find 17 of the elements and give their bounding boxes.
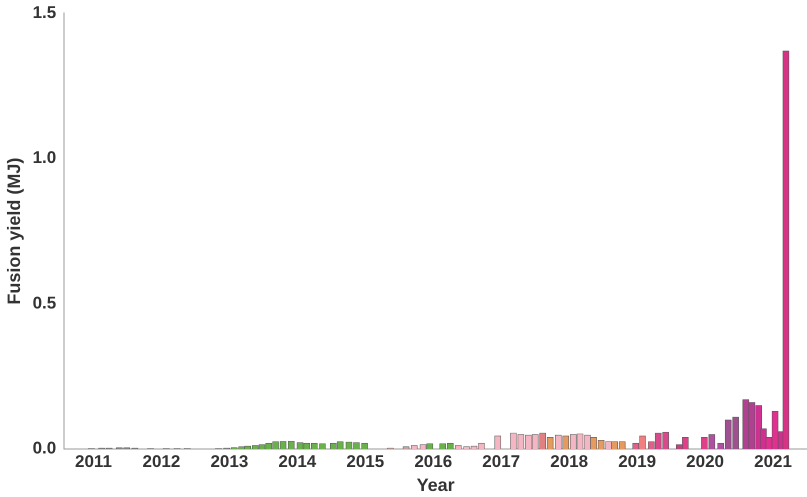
y-tick-label: 1.0 [32,148,56,168]
x-tick-label: 2019 [618,452,656,471]
y-axis-title: Fusion yield (MJ) [4,158,24,305]
x-tick-label: 2012 [142,452,180,471]
x-tick-label: 2020 [686,452,724,471]
y-tick-label: 1.5 [32,2,56,22]
x-tick-label: 2011 [75,452,112,471]
x-tick-label: 2018 [550,452,588,471]
y-tick-label: 0.0 [32,438,56,458]
x-tick-label: 2015 [346,452,384,471]
x-tick-label: 2017 [482,452,520,471]
x-tick-label: 2016 [414,452,452,471]
x-axis-title: Year [416,475,455,496]
y-tick-label: 0.5 [32,293,56,312]
x-tick-label: 2021 [754,452,792,471]
x-tick-label: 2014 [278,452,317,471]
x-tick-label: 2013 [210,452,248,471]
